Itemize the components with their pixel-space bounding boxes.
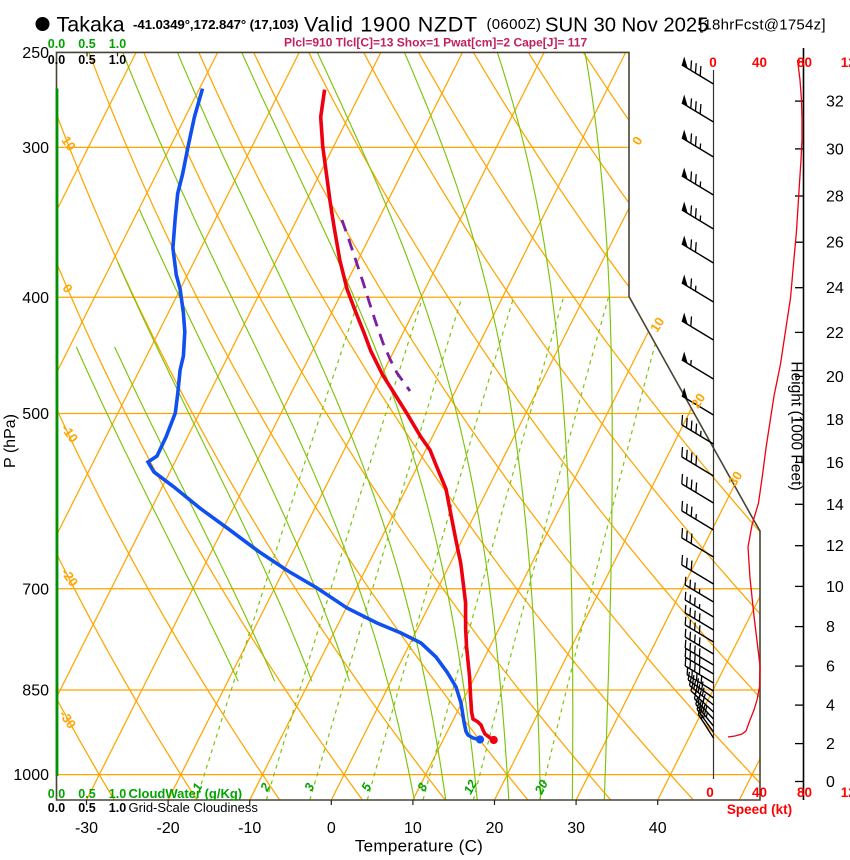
svg-text:1000: 1000 bbox=[13, 767, 49, 784]
svg-text:0.0: 0.0 bbox=[48, 801, 65, 815]
svg-text:0: 0 bbox=[706, 785, 714, 800]
svg-text:400: 400 bbox=[22, 290, 49, 307]
svg-text:0: 0 bbox=[327, 820, 336, 837]
svg-text:120: 120 bbox=[841, 785, 850, 800]
svg-text:-41.0349°,172.847° (17,103): -41.0349°,172.847° (17,103) bbox=[133, 17, 298, 32]
svg-text:-20: -20 bbox=[157, 820, 180, 837]
svg-text:Speed (kt): Speed (kt) bbox=[727, 802, 792, 817]
svg-text:4: 4 bbox=[826, 698, 835, 715]
svg-text:20: 20 bbox=[532, 778, 551, 798]
svg-text:10: 10 bbox=[58, 133, 79, 153]
svg-text:20: 20 bbox=[486, 820, 504, 837]
svg-text:80: 80 bbox=[797, 785, 812, 800]
svg-text:Valid 1900 NZDT: Valid 1900 NZDT bbox=[304, 13, 478, 37]
svg-text:6: 6 bbox=[826, 659, 835, 676]
svg-text:10: 10 bbox=[826, 579, 844, 596]
svg-text:40: 40 bbox=[752, 55, 767, 70]
svg-text:32: 32 bbox=[826, 94, 844, 111]
svg-text:0.0: 0.0 bbox=[48, 37, 65, 51]
svg-text:120: 120 bbox=[841, 55, 850, 70]
svg-text:80: 80 bbox=[797, 55, 812, 70]
svg-text:Plcl=910 Tlcl[C]=13 Shox=1 Pwa: Plcl=910 Tlcl[C]=13 Shox=1 Pwat[cm]=2 Ca… bbox=[284, 36, 587, 50]
svg-text:-30: -30 bbox=[75, 820, 98, 837]
svg-text:SUN 30 Nov 2025: SUN 30 Nov 2025 bbox=[545, 15, 708, 37]
svg-text:850: 850 bbox=[22, 683, 49, 700]
svg-text:26: 26 bbox=[826, 235, 844, 252]
svg-text:14: 14 bbox=[826, 497, 844, 514]
svg-text:2: 2 bbox=[826, 736, 835, 753]
svg-text:Grid-Scale Cloudiness: Grid-Scale Cloudiness bbox=[129, 800, 259, 815]
svg-text:12: 12 bbox=[826, 538, 844, 555]
svg-text:P (hPa): P (hPa) bbox=[2, 414, 19, 468]
svg-text:30: 30 bbox=[725, 469, 745, 489]
svg-text:20: 20 bbox=[826, 369, 844, 386]
svg-text:1.0: 1.0 bbox=[109, 53, 126, 67]
svg-text:Takaka: Takaka bbox=[57, 13, 125, 37]
svg-text:40: 40 bbox=[752, 785, 767, 800]
svg-text:0.5: 0.5 bbox=[78, 801, 95, 815]
svg-text:10: 10 bbox=[647, 315, 667, 335]
svg-text:0.5: 0.5 bbox=[78, 37, 95, 51]
svg-text:250: 250 bbox=[22, 45, 49, 62]
svg-text:30: 30 bbox=[826, 141, 844, 158]
svg-text:500: 500 bbox=[22, 406, 49, 423]
svg-text:24: 24 bbox=[826, 280, 844, 297]
svg-text:(0600Z): (0600Z) bbox=[487, 16, 542, 33]
svg-text:20: 20 bbox=[688, 391, 708, 411]
svg-text:Height (1000 Feet): Height (1000 Feet) bbox=[788, 361, 805, 490]
svg-text:12: 12 bbox=[461, 778, 480, 797]
svg-text:10: 10 bbox=[404, 820, 422, 837]
svg-text:18: 18 bbox=[826, 412, 844, 429]
svg-text:[18hrFcst@1754z]: [18hrFcst@1754z] bbox=[699, 17, 826, 34]
svg-text:30: 30 bbox=[567, 820, 585, 837]
svg-text:0.5: 0.5 bbox=[78, 53, 95, 67]
svg-text:16: 16 bbox=[826, 455, 844, 472]
svg-text:0: 0 bbox=[826, 774, 835, 791]
svg-text:28: 28 bbox=[826, 189, 844, 206]
svg-text:0.0: 0.0 bbox=[48, 53, 65, 67]
svg-text:0.5: 0.5 bbox=[78, 787, 95, 801]
svg-text:1.0: 1.0 bbox=[109, 801, 126, 815]
svg-text:1.0: 1.0 bbox=[109, 37, 126, 51]
svg-text:40: 40 bbox=[649, 820, 667, 837]
svg-text:1.0: 1.0 bbox=[109, 787, 126, 801]
svg-text:-10: -10 bbox=[238, 820, 261, 837]
svg-text:8: 8 bbox=[826, 619, 835, 636]
svg-text:22: 22 bbox=[826, 325, 844, 342]
svg-text:0: 0 bbox=[709, 55, 717, 70]
svg-text:300: 300 bbox=[22, 140, 49, 157]
svg-text:CloudWater (g/Kg): CloudWater (g/Kg) bbox=[129, 786, 243, 801]
svg-text:Temperature (C): Temperature (C) bbox=[355, 837, 483, 856]
svg-text:700: 700 bbox=[22, 581, 49, 598]
svg-text:0.0: 0.0 bbox=[48, 787, 65, 801]
